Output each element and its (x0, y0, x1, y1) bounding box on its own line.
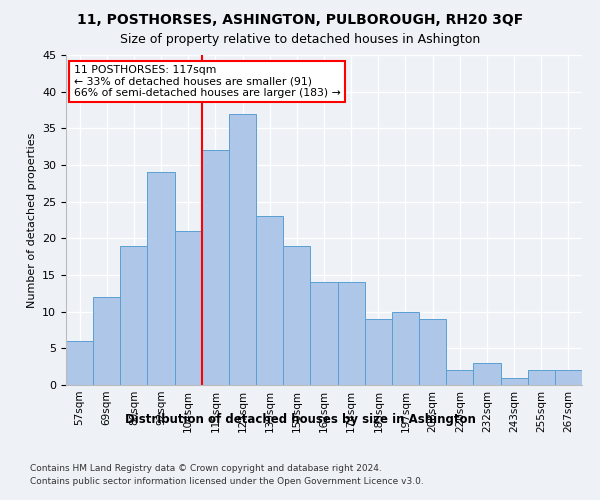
Text: 11, POSTHORSES, ASHINGTON, PULBOROUGH, RH20 3QF: 11, POSTHORSES, ASHINGTON, PULBOROUGH, R… (77, 12, 523, 26)
Bar (473, 363, 500, 385)
Bar (93, 297, 121, 385)
Bar (500, 378, 527, 385)
Bar (66, 341, 93, 385)
Text: 11 POSTHORSES: 117sqm
← 33% of detached houses are smaller (91)
66% of semi-deta: 11 POSTHORSES: 117sqm ← 33% of detached … (74, 65, 340, 98)
Bar (256, 216, 283, 385)
Text: Contains public sector information licensed under the Open Government Licence v3: Contains public sector information licen… (30, 478, 424, 486)
Bar (555, 370, 582, 385)
Bar (419, 319, 446, 385)
Text: Distribution of detached houses by size in Ashington: Distribution of detached houses by size … (125, 412, 475, 426)
Text: Size of property relative to detached houses in Ashington: Size of property relative to detached ho… (120, 32, 480, 46)
Bar (446, 370, 473, 385)
Bar (175, 231, 202, 385)
Bar (338, 282, 365, 385)
Bar (527, 370, 555, 385)
Bar (121, 246, 148, 385)
Y-axis label: Number of detached properties: Number of detached properties (26, 132, 37, 308)
Bar (392, 312, 419, 385)
Bar (283, 246, 310, 385)
Bar (310, 282, 338, 385)
Bar (229, 114, 256, 385)
Text: Contains HM Land Registry data © Crown copyright and database right 2024.: Contains HM Land Registry data © Crown c… (30, 464, 382, 473)
Bar (365, 319, 392, 385)
Bar (148, 172, 175, 385)
Bar (202, 150, 229, 385)
